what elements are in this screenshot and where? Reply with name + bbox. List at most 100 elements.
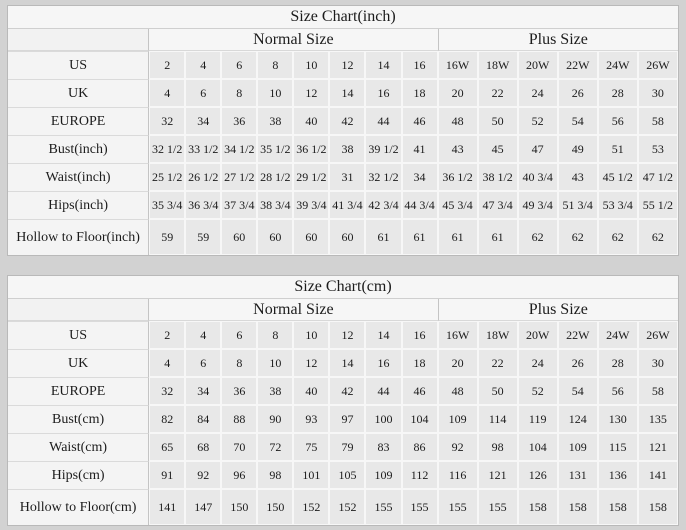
table-cell: 10 — [293, 51, 330, 79]
table-cell: 88 — [221, 405, 258, 433]
table-cell: 141 — [149, 489, 186, 525]
table-cell: 18 — [401, 79, 438, 107]
table-cell: 115 — [597, 433, 638, 461]
table-cell: 152 — [293, 489, 330, 525]
table-cell: 29 1/2 — [293, 163, 330, 191]
table-cell: 42 — [329, 377, 366, 405]
table-cell: 26 — [557, 79, 598, 107]
table-cell: 79 — [329, 433, 366, 461]
table-cell: 4 — [149, 349, 186, 377]
table-cell: 61 — [477, 219, 518, 255]
table-cell: 126 — [517, 461, 558, 489]
table-cell: 44 3/4 — [401, 191, 438, 219]
table-cell: 35 1/2 — [257, 135, 294, 163]
table-cell: 72 — [257, 433, 294, 461]
table-cell: 68 — [185, 433, 222, 461]
table-cell: 83 — [365, 433, 402, 461]
table-cell: 12 — [293, 79, 330, 107]
table-row: EUROPE 32 34 36 38 40 42 44 46 48 50 52 54 56 58 — [8, 107, 678, 135]
group-header-plus-size: Plus Size — [437, 299, 678, 321]
size-chart-cm-title-row: Size Chart(cm) — [8, 276, 678, 299]
table-cell: 96 — [221, 461, 258, 489]
table-row: Hips(cm) 91 92 96 98 101 105 109 112 116 121 126 131… — [8, 461, 678, 489]
table-cell: 158 — [557, 489, 598, 525]
table-cell: 32 — [149, 107, 186, 135]
table-cell: 152 — [329, 489, 366, 525]
table-cell: 58 — [637, 377, 678, 405]
table-cell: 2 — [149, 51, 186, 79]
table-cell: 75 — [293, 433, 330, 461]
table-cell: 54 — [557, 107, 598, 135]
table-cell: 44 — [365, 377, 402, 405]
table-cell: 8 — [221, 349, 258, 377]
table-cell: 26W — [637, 51, 678, 79]
table-cell: 116 — [437, 461, 478, 489]
table-cell: 47 3/4 — [477, 191, 518, 219]
size-chart-inch: Size Chart(inch) Normal Size Plus Size US 2 4… — [7, 5, 679, 256]
table-cell: 10 — [293, 321, 330, 349]
table-cell: 41 3/4 — [329, 191, 366, 219]
table-cell: 24 — [517, 349, 558, 377]
table-cell: 109 — [557, 433, 598, 461]
table-cell: 98 — [257, 461, 294, 489]
table-row: Hollow to Floor(inch) 59 59 60 60 60 60 61 61 61 6… — [8, 219, 678, 255]
table-cell: 26W — [637, 321, 678, 349]
table-cell: 47 1/2 — [637, 163, 678, 191]
table-cell: 36 1/2 — [293, 135, 330, 163]
table-cell: 59 — [185, 219, 222, 255]
table-cell: 38 1/2 — [477, 163, 518, 191]
chart-title: Size Chart(inch) — [8, 6, 678, 29]
row-label: Hips(cm) — [8, 461, 150, 489]
table-cell: 20 — [437, 349, 478, 377]
table-cell: 52 — [517, 377, 558, 405]
table-cell: 50 — [477, 377, 518, 405]
table-cell: 48 — [437, 377, 478, 405]
size-chart-cm-container: Size Chart(cm) Normal Size Plus Size US 2 4 6 8… — [7, 275, 679, 526]
table-row: UK 4 6 8 10 12 14 16 18 20 22 24 26 28 30 — [8, 349, 678, 377]
table-cell: 52 — [517, 107, 558, 135]
table-cell: 34 — [185, 377, 222, 405]
table-cell: 158 — [637, 489, 678, 525]
table-cell: 54 — [557, 377, 598, 405]
row-label: EUROPE — [8, 377, 150, 405]
table-cell: 51 — [597, 135, 638, 163]
table-cell: 40 3/4 — [517, 163, 558, 191]
table-cell: 12 — [329, 321, 366, 349]
table-cell: 36 3/4 — [185, 191, 222, 219]
table-cell: 14 — [365, 321, 402, 349]
table-row: EUROPE 32 34 36 38 40 42 44 46 48 50 52 54 56 58 — [8, 377, 678, 405]
table-cell: 135 — [637, 405, 678, 433]
table-cell: 124 — [557, 405, 598, 433]
size-chart-cm: Size Chart(cm) Normal Size Plus Size US 2 4 6 8… — [7, 275, 679, 526]
row-label: UK — [8, 349, 150, 377]
table-cell: 121 — [477, 461, 518, 489]
table-row: US 2 4 6 8 10 12 14 16 16W 18W 20W 22W 24W 26W — [8, 51, 678, 79]
table-cell: 46 — [401, 377, 438, 405]
table-cell: 155 — [365, 489, 402, 525]
table-cell: 31 — [329, 163, 366, 191]
table-cell: 56 — [597, 377, 638, 405]
table-row: UK 4 6 8 10 12 14 16 18 20 22 24 26 28 30 — [8, 79, 678, 107]
table-cell: 60 — [329, 219, 366, 255]
table-cell: 136 — [597, 461, 638, 489]
table-cell: 46 — [401, 107, 438, 135]
table-cell: 92 — [185, 461, 222, 489]
table-cell: 131 — [557, 461, 598, 489]
table-cell: 150 — [257, 489, 294, 525]
table-cell: 16 — [365, 349, 402, 377]
table-cell: 36 1/2 — [437, 163, 478, 191]
row-label: Waist(cm) — [8, 433, 150, 461]
table-cell: 62 — [637, 219, 678, 255]
table-cell: 20W — [517, 51, 558, 79]
table-cell: 34 — [401, 163, 438, 191]
table-cell: 38 — [329, 135, 366, 163]
group-header-plus-size: Plus Size — [437, 29, 678, 51]
table-cell: 6 — [185, 79, 222, 107]
table-cell: 34 — [185, 107, 222, 135]
table-cell: 93 — [293, 405, 330, 433]
table-cell: 49 — [557, 135, 598, 163]
table-cell: 38 3/4 — [257, 191, 294, 219]
table-cell: 22W — [557, 321, 598, 349]
table-cell: 8 — [257, 321, 294, 349]
table-cell: 28 1/2 — [257, 163, 294, 191]
